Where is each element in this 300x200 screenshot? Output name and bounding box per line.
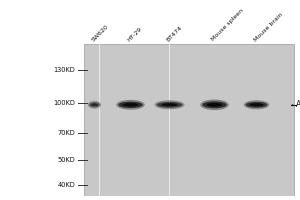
Ellipse shape: [118, 102, 142, 108]
Ellipse shape: [202, 101, 226, 108]
Ellipse shape: [91, 103, 98, 106]
Text: 50KD: 50KD: [57, 157, 75, 163]
Text: SW620: SW620: [91, 24, 110, 42]
Text: 70KD: 70KD: [57, 130, 75, 136]
FancyBboxPatch shape: [84, 44, 294, 196]
Ellipse shape: [116, 100, 145, 110]
Ellipse shape: [157, 102, 182, 108]
Text: Mouse spleen: Mouse spleen: [211, 8, 245, 42]
Ellipse shape: [246, 102, 267, 108]
Ellipse shape: [207, 103, 222, 107]
Text: 100KD: 100KD: [53, 100, 75, 106]
Text: Mouse brain: Mouse brain: [253, 12, 284, 42]
Text: 40KD: 40KD: [57, 182, 75, 188]
Ellipse shape: [244, 100, 269, 109]
Text: 130KD: 130KD: [53, 67, 75, 73]
Text: HT-29: HT-29: [127, 26, 143, 42]
Ellipse shape: [250, 103, 263, 106]
Ellipse shape: [88, 101, 101, 109]
Ellipse shape: [161, 103, 178, 106]
Ellipse shape: [123, 103, 138, 107]
Ellipse shape: [200, 99, 229, 110]
Text: ADRBK1: ADRBK1: [292, 100, 300, 109]
Ellipse shape: [89, 102, 100, 108]
Ellipse shape: [154, 100, 184, 109]
Text: BT474: BT474: [166, 25, 184, 42]
